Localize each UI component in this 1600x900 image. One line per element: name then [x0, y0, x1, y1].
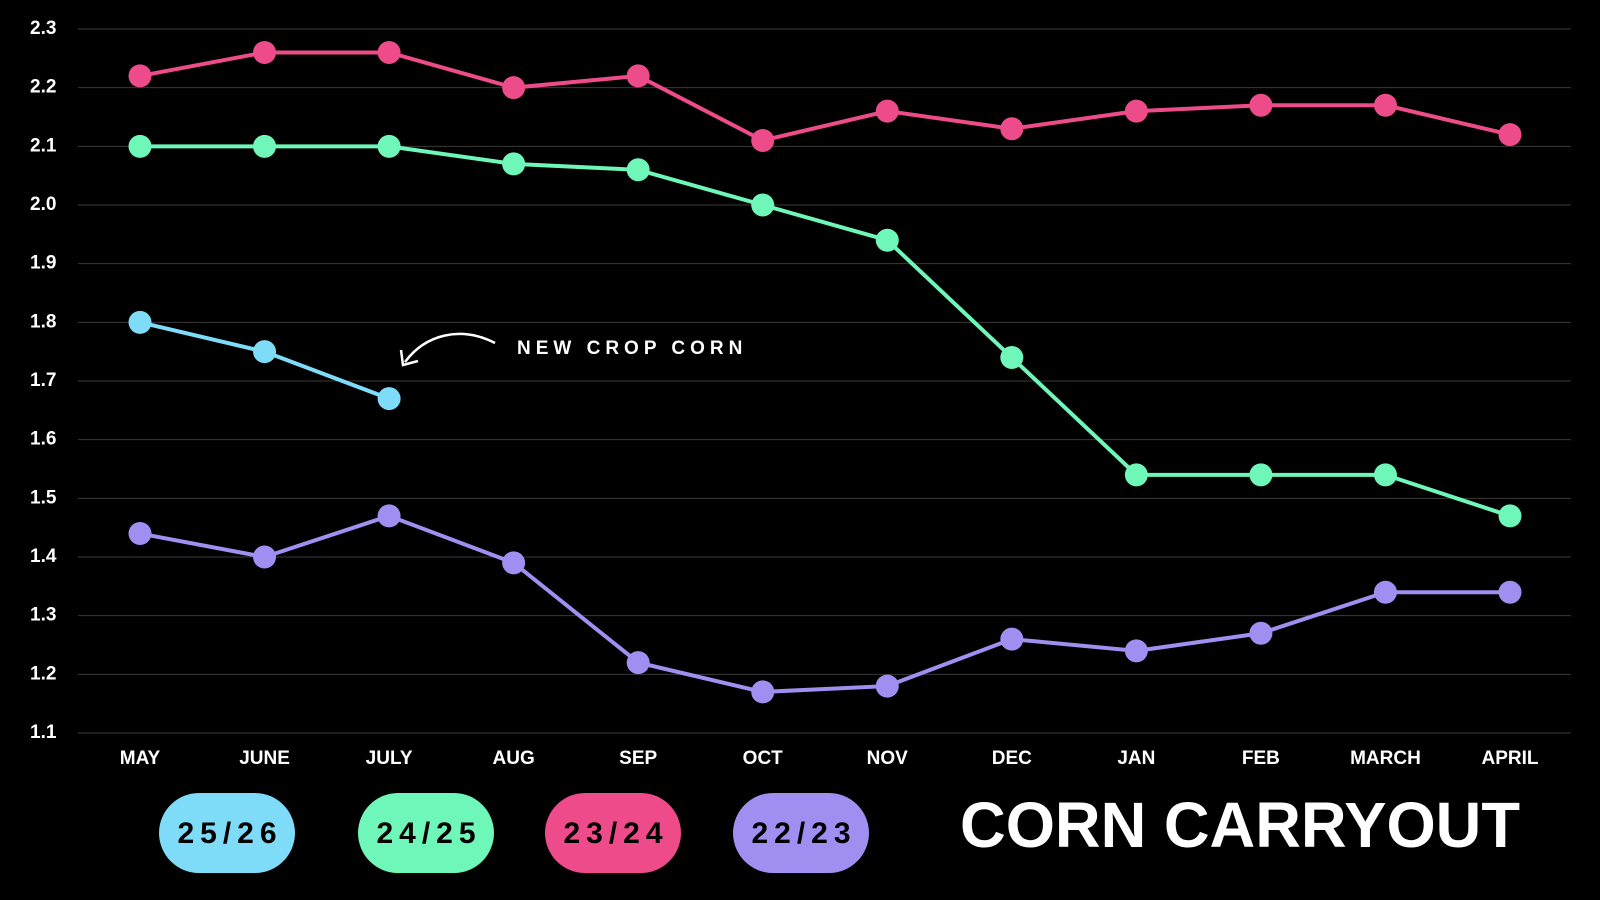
- y-tick-label: 1.4: [30, 546, 57, 567]
- x-tick-label: FEB: [1242, 748, 1280, 769]
- data-point: [377, 504, 401, 528]
- data-point: [1373, 463, 1397, 487]
- legend-label: 23/24: [563, 817, 668, 850]
- data-point: [1498, 580, 1522, 604]
- y-tick-label: 1.1: [30, 722, 57, 743]
- y-tick-label: 1.3: [30, 605, 56, 626]
- data-point: [1124, 99, 1148, 123]
- x-tick-label: JULY: [366, 748, 413, 769]
- data-point: [1000, 627, 1024, 651]
- annotation-arrow: [403, 332, 496, 363]
- y-tick-label: 2.2: [30, 77, 56, 98]
- data-point: [875, 674, 899, 698]
- data-point: [1498, 504, 1522, 528]
- data-point: [875, 228, 899, 252]
- legend-item: 22/23: [733, 793, 869, 873]
- data-point: [1373, 93, 1397, 117]
- y-tick-label: 2.3: [30, 18, 56, 39]
- legend-label: 25/26: [177, 817, 282, 850]
- legend-pill: [159, 793, 295, 873]
- data-point: [1249, 463, 1273, 487]
- legend-item: 23/24: [545, 793, 681, 873]
- data-point: [377, 387, 401, 411]
- y-tick-label: 1.8: [30, 311, 56, 332]
- series-line: [139, 50, 1511, 143]
- x-tick-label: MARCH: [1350, 748, 1421, 769]
- data-point: [502, 551, 526, 575]
- y-tick-label: 1.7: [30, 370, 56, 391]
- x-tick-label: APRIL: [1482, 748, 1539, 769]
- data-point: [1249, 621, 1273, 645]
- legend-pill: [358, 793, 494, 873]
- x-tick-label: JUNE: [239, 748, 290, 769]
- data-point: [626, 158, 650, 182]
- x-tick-label: OCT: [743, 748, 784, 769]
- data-point: [626, 64, 650, 88]
- data-point: [253, 134, 277, 158]
- y-tick-label: 1.9: [30, 253, 56, 274]
- legend-item: 24/25: [358, 793, 494, 873]
- data-point: [1000, 346, 1024, 370]
- annotation-arrowhead: [399, 349, 419, 367]
- y-tick-label: 1.6: [30, 429, 56, 450]
- legend-pill: [545, 793, 681, 873]
- data-point: [1249, 93, 1273, 117]
- data-point: [1000, 117, 1024, 141]
- x-tick-label: DEC: [992, 748, 1032, 769]
- legend-label: 24/25: [376, 817, 481, 850]
- legend-label: 22/23: [751, 817, 856, 850]
- data-point: [253, 545, 277, 569]
- series-line: [140, 144, 1511, 518]
- data-point: [1498, 123, 1522, 147]
- data-point: [128, 134, 152, 158]
- chart-title: CORN CARRYOUT: [960, 789, 1520, 861]
- x-tick-label: JAN: [1117, 748, 1155, 769]
- legend-pill: [733, 793, 869, 873]
- data-point: [253, 40, 277, 64]
- data-point: [875, 99, 899, 123]
- data-point: [1124, 639, 1148, 663]
- legend-item: 25/26: [159, 793, 295, 873]
- series-line: [139, 513, 1510, 694]
- data-point: [751, 680, 775, 704]
- annotation: NEW CROP CORN: [517, 338, 747, 359]
- y-tick-label: 1.5: [30, 487, 57, 508]
- x-tick-label: NOV: [867, 748, 909, 769]
- data-point: [253, 340, 277, 364]
- y-tick-label: 2.1: [30, 135, 57, 156]
- data-point: [377, 40, 401, 64]
- x-tick-label: AUG: [493, 748, 535, 769]
- data-point: [626, 651, 650, 675]
- y-tick-label: 2.0: [30, 194, 56, 215]
- data-point: [128, 522, 152, 546]
- data-point: [377, 134, 401, 158]
- data-point: [751, 128, 775, 152]
- data-point: [1124, 463, 1148, 487]
- data-point: [128, 64, 152, 88]
- x-tick-label: MAY: [120, 748, 161, 769]
- y-tick-label: 1.2: [30, 663, 56, 684]
- data-point: [128, 310, 152, 334]
- data-point: [751, 193, 775, 217]
- data-point: [1373, 580, 1397, 604]
- data-point: [502, 152, 526, 176]
- data-point: [502, 76, 526, 100]
- x-tick-label: SEP: [619, 748, 657, 769]
